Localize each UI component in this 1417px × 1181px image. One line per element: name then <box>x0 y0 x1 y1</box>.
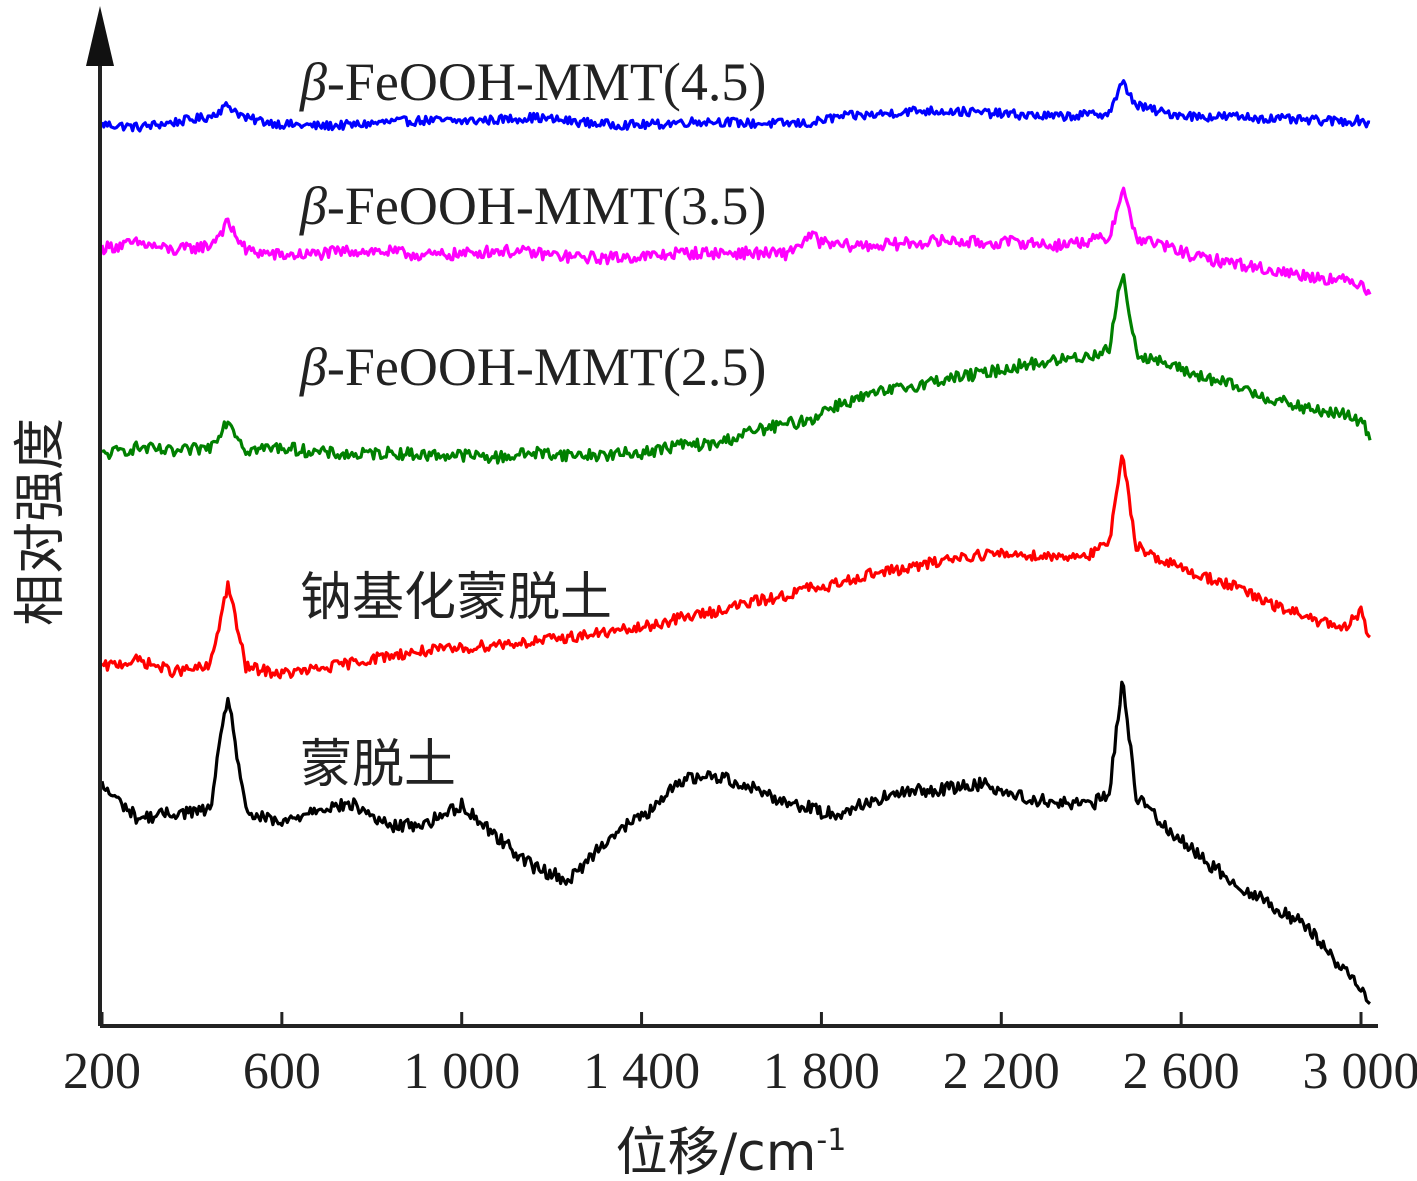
ticks-layer: 200 600 1 000 1 400 1 800 2 200 2 600 3 000 <box>63 1012 1417 1100</box>
x-tick-label: 3 000 <box>1303 1043 1417 1100</box>
series-label-1: β-FeOOH-MMT(4.5) <box>299 52 766 112</box>
x-tick-label: 200 <box>63 1043 141 1100</box>
labels-layer: β-FeOOH-MMT(4.5)β-FeOOH-MMT(3.5)β-FeOOH-… <box>299 52 766 795</box>
series-line-4 <box>100 454 1371 680</box>
x-tick-label: 1 800 <box>763 1043 880 1100</box>
series-line-2 <box>100 186 1372 296</box>
x-axis-title-main: 位移/cm <box>616 1123 817 1181</box>
x-axis-title-superscript: -1 <box>816 1123 846 1158</box>
axes-layer <box>86 6 1378 1028</box>
x-tick-label: 2 200 <box>943 1043 1060 1100</box>
series-label-text: -FeOOH-MMT(3.5) <box>327 176 766 236</box>
series-label-prefix: β <box>299 176 327 236</box>
series-line-5 <box>100 680 1371 1005</box>
x-tick-label: 2 600 <box>1123 1043 1240 1100</box>
series-line-1 <box>100 79 1371 133</box>
series-label-5: 蒙脱土 <box>300 735 456 795</box>
series-label-2: β-FeOOH-MMT(3.5) <box>299 176 766 236</box>
series-line-3 <box>101 273 1372 465</box>
series-label-text: -FeOOH-MMT(2.5) <box>327 337 766 397</box>
series-label-3: β-FeOOH-MMT(2.5) <box>299 337 766 397</box>
series-label-prefix: β <box>299 337 327 397</box>
series-label-4: 钠基化蒙脱土 <box>300 568 612 628</box>
x-tick-label: 600 <box>243 1043 321 1100</box>
series-label-text: -FeOOH-MMT(4.5) <box>327 52 766 112</box>
x-tick-label: 1 400 <box>583 1043 700 1100</box>
x-tick-label: 1 000 <box>403 1043 520 1100</box>
y-axis-arrow-icon <box>86 6 114 66</box>
x-axis-title: 位移/cm-1 <box>616 1123 847 1181</box>
series-label-text: 蒙脱土 <box>300 735 456 795</box>
series-layer <box>100 79 1372 1005</box>
series-label-text: 钠基化蒙脱土 <box>300 568 612 628</box>
series-label-prefix: β <box>299 52 327 112</box>
y-axis-title: 相对强度 <box>11 418 71 626</box>
